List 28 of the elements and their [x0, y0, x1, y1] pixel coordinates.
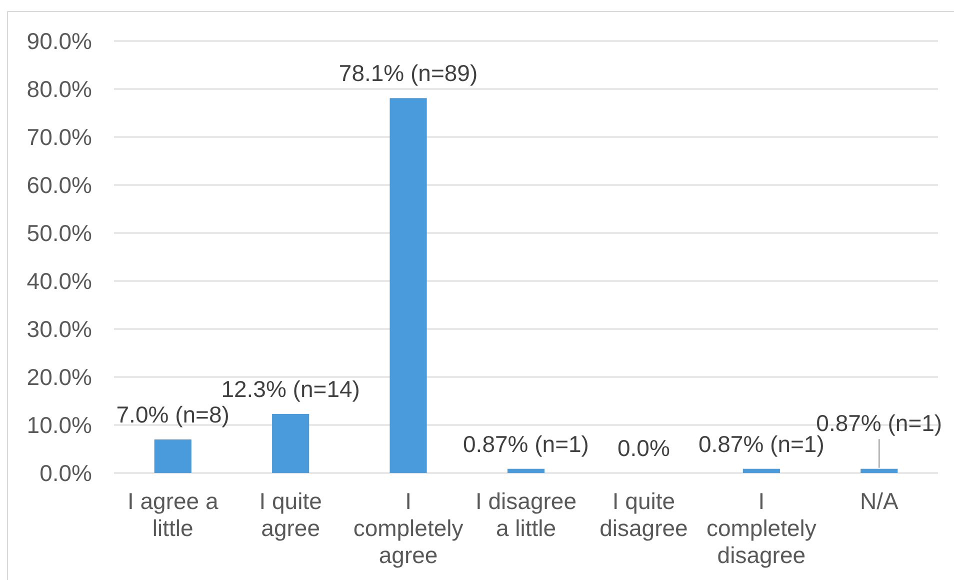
y-tick-label: 30.0% [26, 316, 92, 342]
bar [507, 468, 545, 473]
bar [742, 468, 780, 473]
data-label: 12.3% (n=14) [221, 376, 360, 402]
y-tick-label: 70.0% [26, 124, 92, 150]
data-label: 78.1% (n=89) [338, 60, 478, 86]
y-tick-label: 10.0% [26, 412, 92, 438]
data-label: 0.0% [617, 435, 670, 461]
x-tick-label: I quite disagree [600, 488, 688, 541]
data-label: 7.0% (n=8) [116, 401, 230, 428]
x-tick-label: I completely agree [353, 488, 464, 568]
x-tick-label: I completely disagree [706, 488, 817, 568]
bar [272, 414, 310, 473]
x-tick-label: I quite agree [259, 488, 322, 541]
bar [154, 439, 192, 473]
y-tick-label: 40.0% [26, 268, 92, 294]
y-tick-label: 90.0% [26, 28, 92, 54]
bar [390, 98, 427, 473]
y-tick-label: 50.0% [26, 220, 92, 246]
bar [860, 468, 898, 473]
y-tick-label: 20.0% [26, 364, 92, 390]
y-tick-label: 0.0% [40, 460, 92, 486]
data-label: 0.87% (n=1) [463, 430, 589, 457]
x-tick-label: I disagree a little [475, 488, 577, 541]
y-tick-label: 60.0% [26, 172, 92, 198]
y-tick-label: 80.0% [26, 76, 92, 102]
x-tick-label: N/A [860, 488, 899, 514]
x-tick-label: I agree a little [127, 488, 218, 541]
